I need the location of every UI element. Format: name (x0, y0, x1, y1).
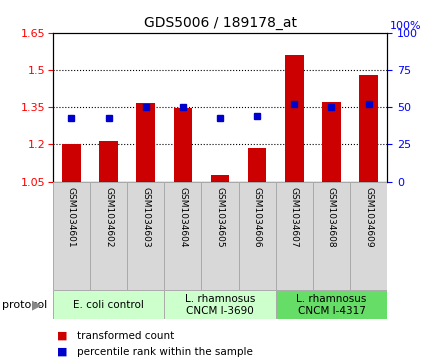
Text: ▶: ▶ (32, 298, 42, 311)
Bar (99, 140, 118, 182)
Text: GSM1034602: GSM1034602 (104, 187, 113, 248)
Text: GSM1034606: GSM1034606 (253, 187, 262, 248)
Text: GDS5006 / 189178_at: GDS5006 / 189178_at (143, 16, 297, 30)
Bar (285, 55, 304, 182)
Bar (53, 290, 164, 319)
Text: percentile rank within the sample: percentile rank within the sample (77, 347, 253, 357)
Bar (211, 175, 229, 182)
Text: transformed count: transformed count (77, 331, 174, 341)
Bar (127, 182, 164, 290)
Text: GSM1034601: GSM1034601 (67, 187, 76, 248)
Text: L. rhamnosus
CNCM I-4317: L. rhamnosus CNCM I-4317 (296, 294, 367, 316)
Bar (136, 103, 155, 182)
Text: 100%: 100% (390, 21, 422, 31)
Bar (62, 144, 81, 182)
Text: ■: ■ (57, 347, 68, 357)
Bar (238, 182, 276, 290)
Text: GSM1034603: GSM1034603 (141, 187, 150, 248)
Bar (313, 182, 350, 290)
Bar (164, 182, 202, 290)
Bar (350, 182, 387, 290)
Text: E. coli control: E. coli control (73, 300, 144, 310)
Text: GSM1034607: GSM1034607 (290, 187, 299, 248)
Bar (173, 108, 192, 182)
Bar (248, 148, 267, 182)
Bar (53, 182, 90, 290)
Bar (276, 290, 387, 319)
Text: L. rhamnosus
CNCM I-3690: L. rhamnosus CNCM I-3690 (185, 294, 255, 316)
Bar (90, 182, 127, 290)
Text: GSM1034609: GSM1034609 (364, 187, 373, 248)
Bar (164, 290, 276, 319)
Text: GSM1034604: GSM1034604 (178, 187, 187, 248)
Bar (276, 182, 313, 290)
Bar (322, 102, 341, 182)
Bar (359, 75, 378, 182)
Text: ■: ■ (57, 331, 68, 341)
Text: GSM1034608: GSM1034608 (327, 187, 336, 248)
Text: protocol: protocol (2, 300, 48, 310)
Bar (202, 182, 238, 290)
Text: GSM1034605: GSM1034605 (216, 187, 224, 248)
